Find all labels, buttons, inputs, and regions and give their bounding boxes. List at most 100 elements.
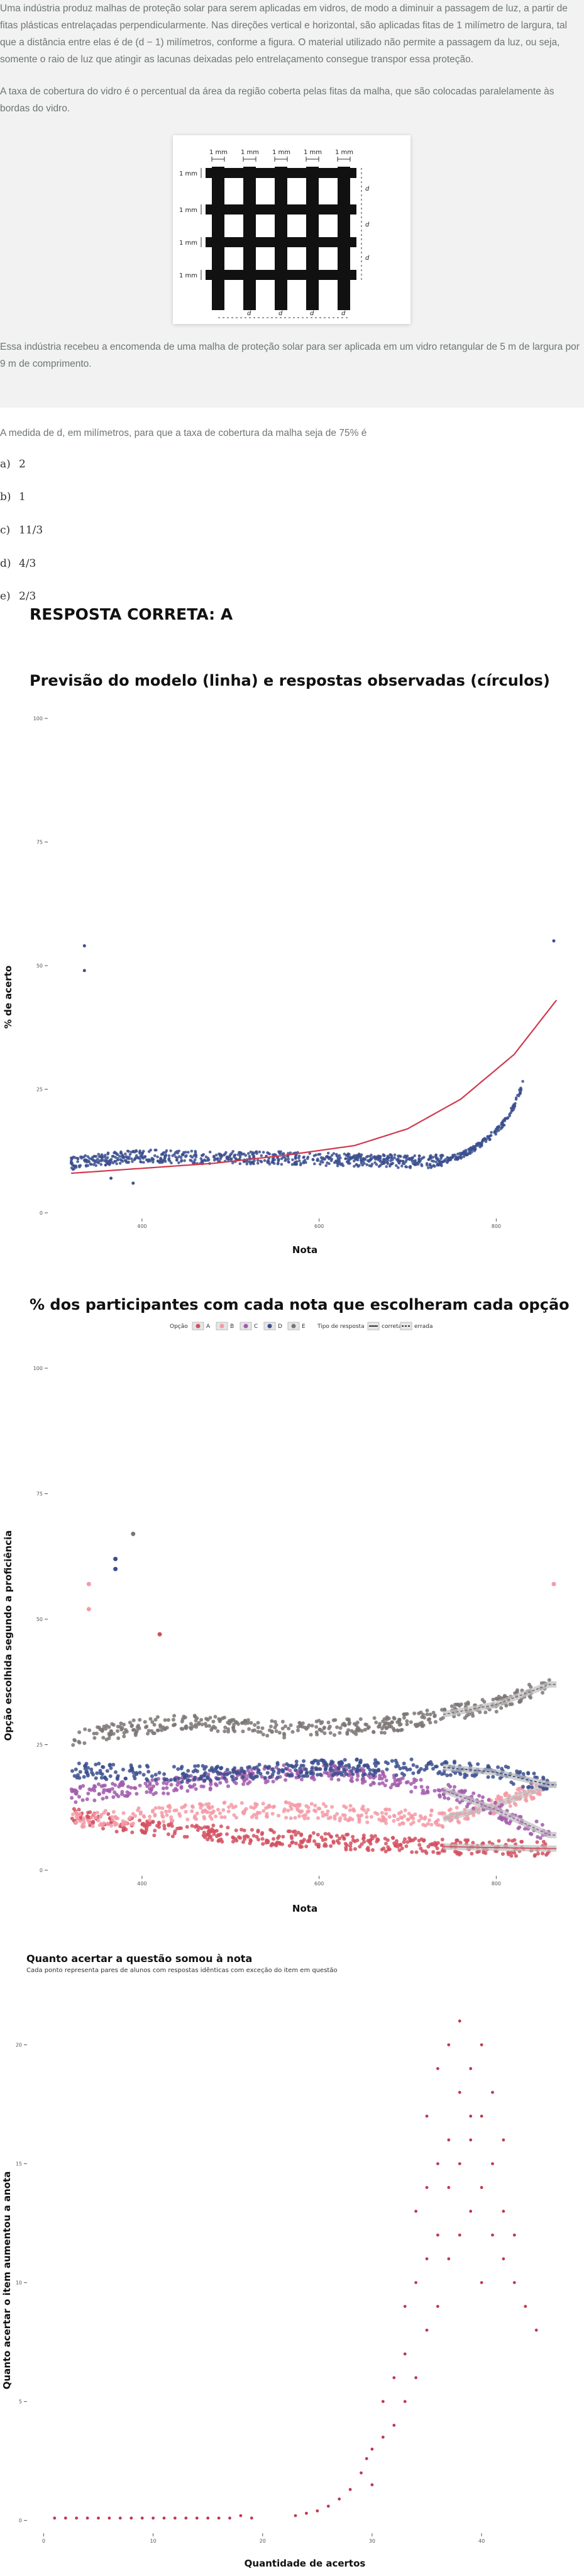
chart2-point xyxy=(175,1783,180,1787)
chart2-point xyxy=(74,1820,79,1824)
chart2-point xyxy=(110,1722,114,1726)
chart2-point xyxy=(375,1812,380,1816)
chart1-observed-point xyxy=(231,1161,234,1164)
chart1-observed-point xyxy=(484,1140,488,1144)
chart1-observed-point xyxy=(276,1156,279,1160)
chart1-observed-point xyxy=(118,1155,121,1158)
chart2-point xyxy=(434,1765,439,1769)
chart1-observed-point xyxy=(443,1159,446,1163)
figure-top-label: 1 mm xyxy=(241,149,259,156)
chart1-observed-point xyxy=(519,1091,522,1095)
correct-answer-label: RESPOSTA CORRETA: A xyxy=(30,605,233,623)
chart3-point xyxy=(228,2516,231,2520)
chart2-point xyxy=(540,1822,544,1827)
chart1-observed-point xyxy=(153,1149,157,1152)
chart1-observed-point xyxy=(447,1156,450,1160)
chart2-point xyxy=(477,1793,482,1798)
chart2-point xyxy=(523,1798,527,1802)
chart2-point xyxy=(69,1787,74,1792)
chart3-point xyxy=(403,2352,407,2356)
chart1-observed-point xyxy=(478,1141,482,1145)
chart1-observed-point xyxy=(177,1155,181,1158)
chart2-point xyxy=(224,1780,229,1784)
chart1-observed-point xyxy=(287,1160,290,1163)
chart2-point xyxy=(116,1736,121,1741)
chart2-point xyxy=(94,1815,98,1820)
chart1-observed-point xyxy=(519,1086,522,1090)
chart1-observed-point xyxy=(97,1155,101,1159)
chart2-point xyxy=(425,1709,429,1713)
figure-left-label: 1 mm xyxy=(179,170,197,177)
chart2-point xyxy=(396,1783,400,1788)
chart1-observed-point xyxy=(177,1161,180,1164)
option-c[interactable]: c) 11/3 xyxy=(0,524,43,537)
chart2-point xyxy=(122,1722,126,1727)
x-tick-label: 20 xyxy=(260,2538,266,2544)
option-e[interactable]: e) 2/3 xyxy=(0,590,36,603)
chart1-observed-point xyxy=(382,1159,385,1163)
chart2-point xyxy=(442,1771,446,1776)
chart2-point xyxy=(143,1720,147,1724)
chart1-observed-point xyxy=(389,1159,392,1163)
chart2-point xyxy=(375,1839,379,1844)
chart1-observed-point xyxy=(246,1160,249,1163)
chart1-observed-point xyxy=(258,1151,262,1154)
chart2-point xyxy=(462,1790,466,1795)
chart2-point xyxy=(429,1808,434,1812)
chart3-point xyxy=(152,2516,155,2520)
chart2-point xyxy=(161,1787,165,1790)
chart2-point xyxy=(148,1717,153,1721)
chart3-point xyxy=(360,2471,363,2475)
chart1-observed-point xyxy=(355,1154,359,1158)
chart1-observed-point xyxy=(201,1154,204,1157)
chart2-point xyxy=(517,1787,521,1791)
chart2-point xyxy=(290,1730,295,1734)
chart2-point xyxy=(234,1815,238,1820)
option-a[interactable]: a) 2 xyxy=(0,458,26,471)
chart2-point xyxy=(191,1724,195,1729)
chart2-point xyxy=(192,1778,197,1781)
chart2-point xyxy=(416,1770,421,1775)
chart2-point xyxy=(99,1812,104,1817)
chart2-point xyxy=(172,1765,176,1769)
chart2-point xyxy=(215,1770,219,1774)
chart2-point xyxy=(255,1835,259,1839)
chart2-point xyxy=(544,1853,548,1857)
chart1-observed-point xyxy=(393,1153,397,1157)
chart2-point xyxy=(392,1776,397,1780)
chart2-point xyxy=(176,1767,180,1771)
option-d[interactable]: d) 4/3 xyxy=(0,557,36,570)
chart1-observed-point xyxy=(346,1153,349,1157)
chart2-point xyxy=(121,1768,125,1771)
chart2-point xyxy=(125,1790,129,1794)
chart3-point xyxy=(414,2376,417,2380)
chart2-point xyxy=(138,1765,142,1769)
y-tick-label: 0 xyxy=(40,1210,43,1216)
chart2-point xyxy=(104,1795,109,1800)
chart2-point xyxy=(214,1814,218,1819)
figure-left-label: 1 mm xyxy=(179,207,197,214)
chart2-point xyxy=(260,1775,264,1779)
chart2-point xyxy=(289,1723,293,1727)
chart2-point xyxy=(204,1765,208,1769)
chart1-observed-point xyxy=(494,1132,497,1136)
chart2-y-axis-label: Opção escolhida segundo a proficiência xyxy=(3,1531,14,1741)
chart2-point xyxy=(260,1726,265,1731)
option-b[interactable]: b) 1 xyxy=(0,491,26,503)
chart2-point xyxy=(518,1770,522,1774)
chart2-point xyxy=(196,1764,201,1768)
chart1-observed-point xyxy=(182,1153,185,1157)
chart1-observed-point xyxy=(169,1149,172,1152)
chart2-point xyxy=(415,1765,419,1769)
chart1-observed-point xyxy=(76,1160,79,1163)
chart1-y-axis-label: % de acerto xyxy=(3,966,14,1029)
y-tick-label: 25 xyxy=(36,1742,43,1748)
chart2-point xyxy=(202,1831,206,1835)
chart2-point xyxy=(289,1804,293,1809)
chart2-point xyxy=(358,1717,363,1721)
chart2-point xyxy=(209,1817,214,1821)
chart2-point xyxy=(291,1829,295,1834)
chart2-point xyxy=(158,1723,162,1727)
chart2-point xyxy=(509,1851,514,1854)
chart1-observed-point xyxy=(135,1149,138,1152)
